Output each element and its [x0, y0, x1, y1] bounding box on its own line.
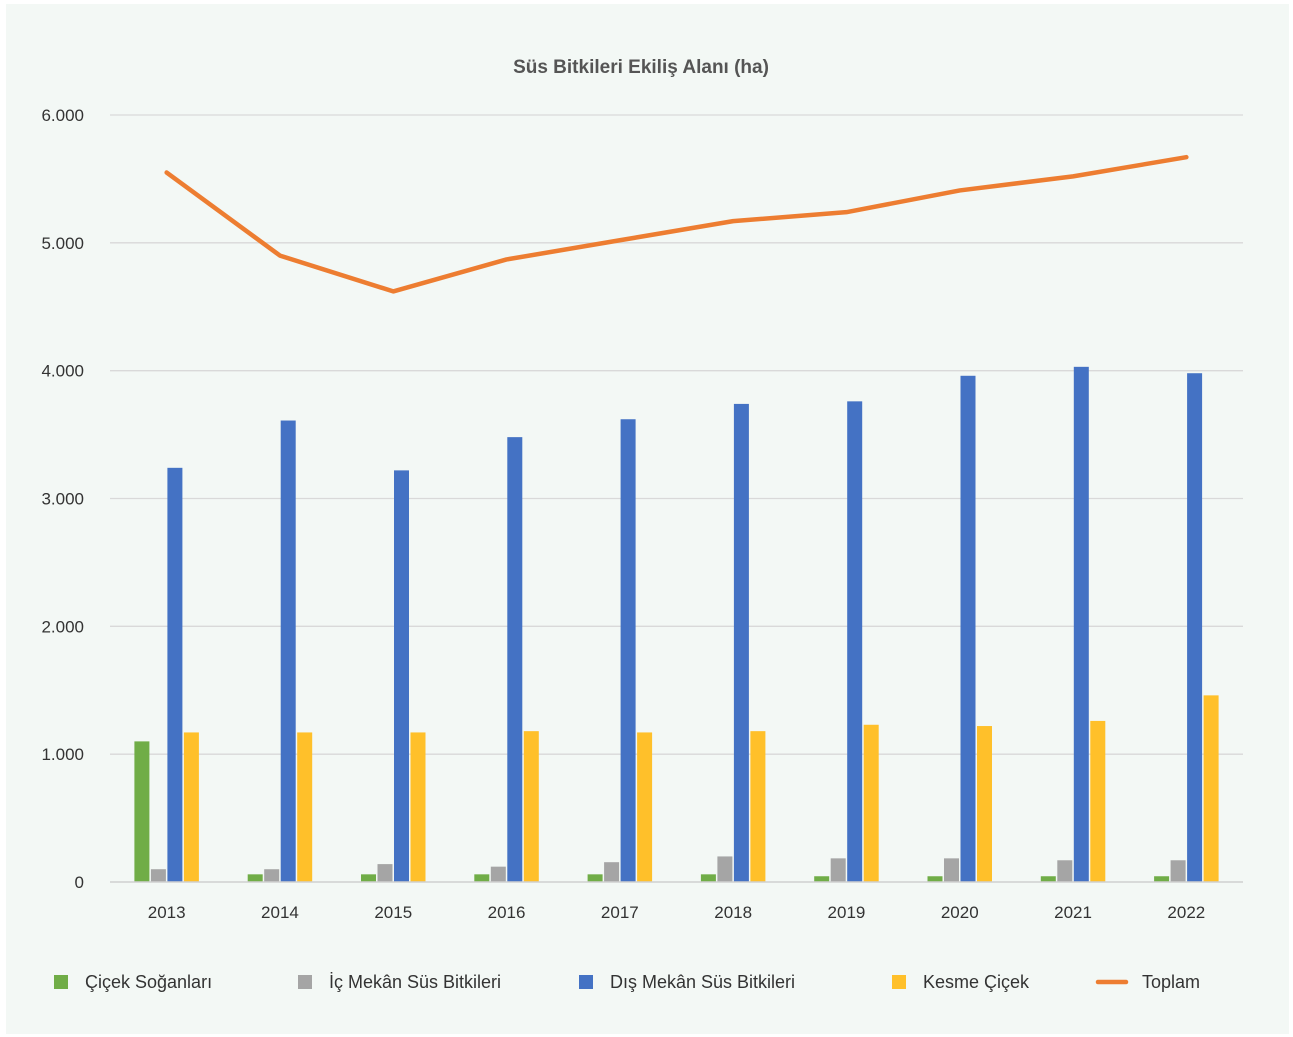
bar	[474, 874, 490, 882]
bar	[604, 862, 620, 882]
bar	[1203, 695, 1219, 882]
bar	[733, 403, 749, 882]
line-series	[164, 154, 1189, 294]
bar	[377, 864, 393, 882]
bar	[297, 732, 313, 882]
grid-lines	[110, 114, 1243, 755]
x-tick-label: 2018	[714, 903, 752, 922]
bar	[830, 858, 846, 882]
bar	[863, 724, 879, 882]
bar	[717, 856, 733, 882]
y-axis-tick-labels: 0 1.000 2.000 3.000 4.000 5.000 6.000	[41, 106, 84, 892]
bar	[620, 419, 636, 882]
bar	[167, 467, 183, 882]
bar	[1057, 860, 1073, 882]
bar	[1154, 876, 1170, 882]
legend-item: Toplam	[1095, 972, 1200, 992]
x-tick-label: 2021	[1054, 903, 1092, 922]
legend: Çiçek Soğanları İç Mekân Süs Bitkileri Dış…	[54, 972, 1200, 992]
bar	[507, 437, 523, 882]
x-tick-label: 2019	[828, 903, 866, 922]
y-tick-label: 1.000	[41, 745, 84, 764]
x-tick-label: 2017	[601, 903, 639, 922]
y-tick-label: 2.000	[41, 617, 84, 636]
bar	[814, 876, 830, 882]
bar	[361, 874, 376, 882]
bar	[150, 869, 166, 882]
legend-item: İç Mekân Süs Bitkileri	[298, 972, 501, 992]
bar	[960, 375, 976, 882]
bar	[410, 732, 426, 882]
bar	[280, 420, 296, 882]
bar	[1090, 720, 1106, 882]
bar	[944, 858, 959, 882]
bar	[247, 874, 263, 882]
legend-swatch	[892, 975, 906, 989]
x-axis-tick-labels: 2013 2014 2015 2016 2017 2018 2019 2020 2021 2022	[148, 903, 1206, 922]
bar	[977, 726, 992, 882]
bar	[523, 731, 539, 882]
bar	[927, 876, 943, 882]
y-tick-label: 6.000	[41, 106, 84, 125]
total-line-series	[164, 154, 1189, 294]
bar	[700, 874, 716, 882]
legend-swatch	[579, 975, 593, 989]
bar	[1187, 373, 1203, 882]
chart-svg: Süs Bitkileri Ekiliş Alanı (ha) 0 1.000 2.…	[41, 57, 1243, 992]
y-tick-label: 4.000	[41, 362, 84, 381]
bar	[847, 401, 863, 882]
legend-label: Kesme Çiçek	[923, 972, 1030, 992]
legend-item: Kesme Çiçek	[892, 972, 1030, 992]
bar	[637, 732, 653, 882]
legend-label: İç Mekân Süs Bitkileri	[329, 972, 501, 992]
chart-panel: Süs Bitkileri Ekiliş Alanı (ha) 0 1.000 2.…	[6, 4, 1289, 1034]
legend-label: Dış Mekân Süs Bitkileri	[610, 972, 795, 992]
chart-title: Süs Bitkileri Ekiliş Alanı (ha)	[513, 57, 769, 78]
x-tick-label: 2020	[941, 903, 979, 922]
legend-label: Toplam	[1142, 972, 1200, 992]
y-tick-label: 3.000	[41, 490, 84, 509]
bar	[1040, 876, 1056, 882]
bar	[394, 470, 409, 882]
bar	[587, 874, 603, 882]
bar	[1073, 366, 1089, 882]
bar	[264, 869, 280, 882]
x-tick-label: 2022	[1167, 903, 1205, 922]
legend-swatch	[298, 975, 312, 989]
bar	[750, 731, 766, 882]
x-tick-label: 2016	[488, 903, 526, 922]
bar	[490, 866, 506, 882]
legend-swatch	[54, 975, 68, 989]
legend-item: Çiçek Soğanları	[54, 972, 212, 992]
bar	[1170, 860, 1186, 882]
legend-item: Dış Mekân Süs Bitkileri	[579, 972, 795, 992]
bar	[183, 732, 199, 882]
legend-label: Çiçek Soğanları	[85, 972, 212, 992]
x-tick-label: 2014	[261, 903, 299, 922]
y-tick-label: 0	[75, 873, 84, 892]
y-tick-label: 5.000	[41, 234, 84, 253]
x-tick-label: 2015	[374, 903, 412, 922]
x-tick-label: 2013	[148, 903, 186, 922]
bars	[134, 366, 1219, 882]
bar	[134, 741, 150, 882]
